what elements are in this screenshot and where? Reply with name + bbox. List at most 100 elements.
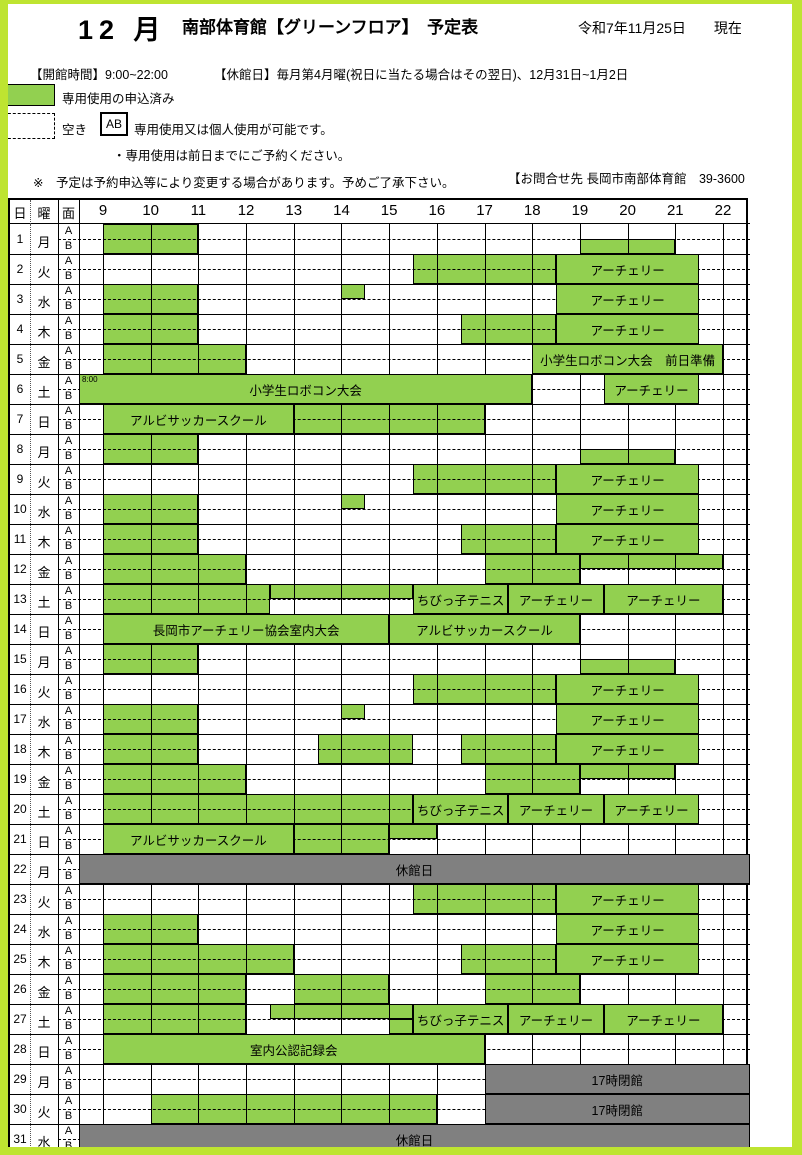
court-b-label: B [64, 660, 73, 672]
column-divider [30, 284, 31, 314]
weekday-cell: 火 [37, 895, 51, 910]
court-a-label: A [64, 1125, 73, 1137]
court-divider-dashed [58, 689, 750, 690]
day-row: 27 土 A B ちびっ子テニス アーチェリー アーチェリー [10, 1004, 750, 1035]
day-row: 7 日 A B アルビサッカースクール [10, 404, 750, 435]
court-divider-dashed [58, 1079, 750, 1080]
court-b-label: B [64, 420, 73, 432]
court-b-label: B [64, 870, 73, 882]
day-number-cell: 10 [13, 502, 27, 516]
court-a-label: A [64, 735, 73, 747]
day-row: 16 火 A B アーチェリー [10, 674, 750, 705]
day-row: 20 土 A B ちびっ子テニス アーチェリー アーチェリー [10, 794, 750, 825]
day-row: 5 金 A B 小学生ロボコン大会 前日準備 [10, 344, 750, 375]
day-row: 23 火 A B アーチェリー [10, 884, 750, 915]
day-row: 3 水 A B アーチェリー [10, 284, 750, 315]
weekday-cell: 火 [37, 1105, 51, 1120]
day-number-cell: 27 [13, 1012, 27, 1026]
day-number-cell: 19 [13, 772, 27, 786]
day-row: 10 水 A B アーチェリー [10, 494, 750, 525]
column-divider [30, 644, 31, 674]
weekday-cell: 土 [37, 805, 51, 820]
court-a-label: A [64, 315, 73, 327]
hour-label: 22 [714, 202, 732, 219]
court-a-label: A [64, 225, 73, 237]
court-a-label: A [64, 585, 73, 597]
page-title: 南部体育館【グリーンフロア】 予定表 [182, 18, 479, 37]
weekday-cell: 月 [37, 865, 51, 880]
weekday-cell: 水 [37, 295, 51, 310]
row-border [10, 644, 750, 645]
row-border [10, 524, 750, 525]
row-border [10, 854, 750, 855]
court-b-label: B [64, 930, 73, 942]
weekday-cell: 土 [37, 1015, 51, 1030]
day-number-cell: 1 [16, 232, 24, 246]
weekday-cell: 土 [37, 595, 51, 610]
day-row: 12 金 A B [10, 554, 750, 585]
hour-label: 17 [476, 202, 493, 219]
day-number-cell: 17 [13, 712, 27, 726]
row-border [10, 1004, 750, 1005]
court-a-label: A [64, 615, 73, 627]
closed-block: 休館日 [79, 854, 750, 884]
court-b-label: B [64, 240, 73, 252]
row-border [10, 314, 750, 315]
event-block: 長岡市アーチェリー協会室内大会 [103, 614, 390, 644]
day-row: 9 火 A B アーチェリー [10, 464, 750, 495]
ab-badge: AB [100, 112, 129, 136]
weekday-cell: 水 [37, 1135, 51, 1150]
court-divider-dashed [58, 269, 750, 270]
court-a-label: A [64, 675, 73, 687]
court-b-label: B [64, 480, 73, 492]
weekday-cell: 月 [37, 1075, 51, 1090]
day-number-cell: 24 [13, 922, 27, 936]
court-divider-dashed [58, 1109, 750, 1110]
row-border [10, 764, 750, 765]
court-a-label: A [64, 405, 73, 417]
court-divider-dashed [58, 719, 750, 720]
court-b-label: B [64, 990, 73, 1002]
day-number-cell: 18 [13, 742, 27, 756]
reserved-swatch [3, 84, 55, 106]
weekday-cell: 月 [37, 445, 51, 460]
court-divider-dashed [58, 449, 750, 450]
weekday-cell: 木 [37, 955, 51, 970]
event-block: アーチェリー [603, 374, 700, 404]
column-divider [30, 1004, 31, 1034]
column-divider [30, 974, 31, 1004]
court-divider-dashed [58, 749, 750, 750]
row-border [10, 1034, 750, 1035]
court-b-label: B [64, 450, 73, 462]
column-divider [30, 254, 31, 284]
day-number-cell: 21 [13, 832, 27, 846]
court-a-label: A [64, 645, 73, 657]
event-block: 小学生ロボコン大会 8:00 [79, 374, 533, 404]
day-number-cell: 5 [16, 352, 24, 366]
hour-label: 11 [190, 202, 207, 219]
row-border [10, 1094, 750, 1095]
court-a-label: A [64, 555, 73, 567]
row-border [10, 374, 750, 375]
event-block: アーチェリー [508, 584, 604, 614]
court-a-label: A [64, 945, 73, 957]
day-number-cell: 16 [13, 682, 27, 696]
event-block: アルビサッカースクール [103, 824, 294, 854]
weekday-cell: 日 [37, 835, 51, 850]
court-b-label: B [64, 390, 73, 402]
court-divider-dashed [58, 779, 750, 780]
day-row: 4 木 A B アーチェリー [10, 314, 750, 345]
court-b-label: B [64, 720, 73, 732]
court-divider-dashed [58, 659, 750, 660]
court-b-label: B [64, 900, 73, 912]
weekday-cell: 金 [37, 775, 51, 790]
event-block: アーチェリー [556, 884, 700, 914]
court-a-label: A [64, 1035, 73, 1047]
court-a-label: A [64, 1095, 73, 1107]
court-a-label: A [64, 525, 73, 537]
column-divider [30, 314, 31, 344]
row-border [10, 434, 750, 435]
table-header-row: 日曜面 9 10 11 12 13 14 15 16 17 18 19 20 21 22 [10, 200, 750, 224]
column-divider [30, 374, 31, 404]
